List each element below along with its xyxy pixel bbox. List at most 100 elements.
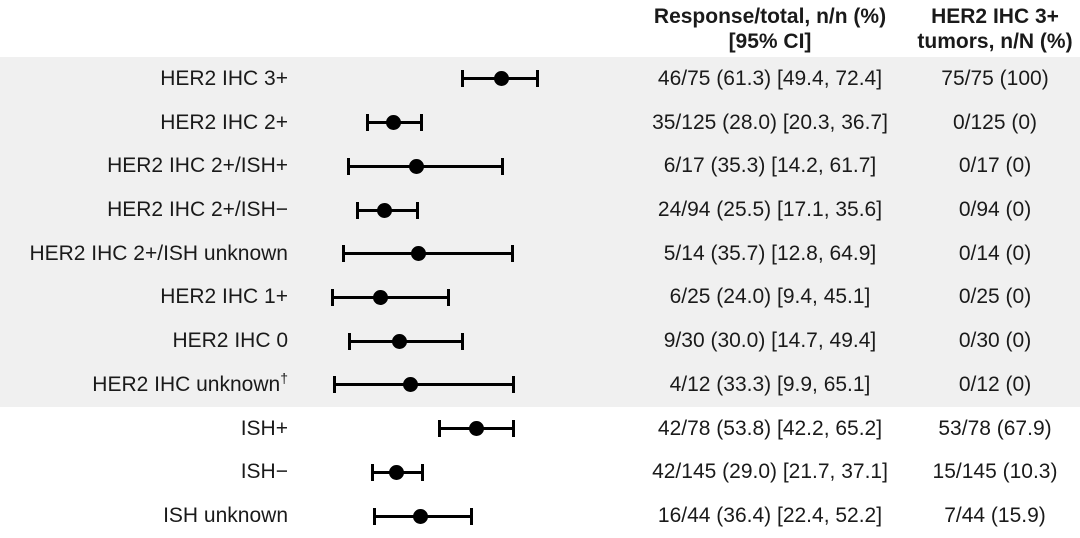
ci-cap-high bbox=[512, 420, 516, 438]
response-value: 24/94 (25.5) [17.1, 35.6] bbox=[657, 198, 883, 222]
response-value: 42/145 (29.0) [21.7, 37.1] bbox=[652, 460, 888, 484]
ci-cap-low bbox=[346, 157, 350, 175]
her2-tumors-value: 0/125 (0) bbox=[952, 110, 1038, 134]
response-value: 42/78 (53.8) [42.2, 65.2] bbox=[657, 416, 883, 440]
row-label-text: HER2 IHC 0 bbox=[172, 329, 288, 353]
ci-cap-low bbox=[373, 507, 377, 525]
table-row: HER2 IHC 2+/ISH unknown 5/14 (35.7) [12.… bbox=[0, 231, 1080, 276]
row-label: HER2 IHC 1+ bbox=[0, 285, 295, 309]
ci-plot-area bbox=[295, 188, 630, 232]
table-row: ISH− 42/145 (29.0) [21.7, 37.1] 15/145 (… bbox=[0, 450, 1080, 494]
table-row: HER2 IHC 2+/ISH+ 6/17 (35.3) [14.2, 61.7… bbox=[0, 144, 1080, 189]
ci-cap-low bbox=[348, 332, 352, 350]
table-row: HER2 IHC 3+ 46/75 (61.3) [49.4, 72.4] 75… bbox=[0, 57, 1080, 101]
column-header-her2-tumors: HER2 IHC 3+ tumors, n/N (%) bbox=[910, 4, 1080, 54]
point-estimate-dot-icon bbox=[377, 202, 393, 218]
table-row: HER2 IHC 2+ 35/125 (28.0) [20.3, 36.7] 0… bbox=[0, 100, 1080, 145]
her2-tumors-value: 0/94 (0) bbox=[958, 198, 1032, 222]
row-label: HER2 IHC 2+/ISH+ bbox=[0, 154, 295, 178]
ci-plot-area bbox=[295, 494, 630, 538]
response-value: 46/75 (61.3) [49.4, 72.4] bbox=[657, 66, 883, 90]
ci-cap-high bbox=[535, 70, 539, 88]
point-estimate-dot-icon bbox=[412, 508, 428, 524]
table-row: HER2 IHC unknown† 4/12 (33.3) [9.9, 65.1… bbox=[0, 363, 1080, 407]
her2-tumors-value: 53/78 (67.9) bbox=[938, 416, 1052, 440]
response-value: 9/30 (30.0) [14.7, 49.4] bbox=[663, 329, 877, 353]
response-value: 35/125 (28.0) [20.3, 36.7] bbox=[652, 110, 888, 134]
her2-tumors-value: 0/12 (0) bbox=[958, 372, 1032, 396]
row-label-text: ISH unknown bbox=[163, 504, 288, 528]
row-label-text: HER2 IHC 2+/ISH− bbox=[107, 198, 288, 222]
ci-plot-area bbox=[295, 407, 630, 451]
ci-cap-high bbox=[416, 201, 420, 219]
ci-plot-area bbox=[295, 363, 630, 407]
column-header-response-line1: Response/total, n/n (%) bbox=[653, 4, 887, 28]
table-row: ISH unknown 16/44 (36.4) [22.4, 52.2] 7/… bbox=[0, 494, 1080, 538]
row-label-text: HER2 IHC 2+/ISH unknown bbox=[29, 241, 288, 265]
row-label-text: HER2 IHC 2+/ISH+ bbox=[107, 154, 288, 178]
her2-tumors-value: 0/25 (0) bbox=[958, 285, 1032, 309]
ci-plot-area bbox=[295, 450, 630, 494]
ci-cap-low bbox=[371, 463, 375, 481]
row-label-text: HER2 IHC 2+ bbox=[160, 110, 288, 134]
point-estimate-dot-icon bbox=[409, 158, 425, 174]
column-header-response: Response/total, n/n (%) [95% CI] bbox=[630, 4, 910, 54]
point-estimate-dot-icon bbox=[469, 421, 485, 437]
ci-plot-area bbox=[295, 57, 630, 101]
ci-plot-area bbox=[295, 232, 630, 276]
row-label-dagger: † bbox=[280, 369, 288, 386]
row-label: ISH− bbox=[0, 460, 295, 484]
ci-cap-high bbox=[512, 376, 516, 394]
table-row: ISH+ 42/78 (53.8) [42.2, 65.2] 53/78 (67… bbox=[0, 407, 1080, 451]
column-header-response-line2: [95% CI] bbox=[728, 29, 812, 53]
row-label: HER2 IHC 0 bbox=[0, 329, 295, 353]
point-estimate-dot-icon bbox=[385, 115, 401, 131]
point-estimate-dot-icon bbox=[410, 246, 426, 262]
ci-cap-high bbox=[470, 507, 474, 525]
ci-cap-high bbox=[421, 463, 425, 481]
response-value: 5/14 (35.7) [12.8, 64.9] bbox=[663, 241, 877, 265]
ci-whisker-line bbox=[334, 383, 514, 387]
ci-whisker-line bbox=[343, 252, 513, 256]
ci-cap-low bbox=[461, 70, 465, 88]
response-value: 4/12 (33.3) [9.9, 65.1] bbox=[669, 372, 871, 396]
ci-plot-area bbox=[295, 101, 630, 145]
ci-plot-area bbox=[295, 144, 630, 188]
row-label-text: ISH+ bbox=[240, 416, 288, 440]
table-row: HER2 IHC 2+/ISH− 24/94 (25.5) [17.1, 35.… bbox=[0, 188, 1080, 232]
row-label: HER2 IHC 2+/ISH− bbox=[0, 198, 295, 222]
header-spacer-plot bbox=[295, 0, 630, 57]
table-row: HER2 IHC 0 9/30 (30.0) [14.7, 49.4] 0/30… bbox=[0, 319, 1080, 364]
her2-tumors-value: 15/145 (10.3) bbox=[932, 460, 1058, 484]
ci-cap-low bbox=[356, 201, 360, 219]
table-row: HER2 IHC 1+ 6/25 (24.0) [9.4, 45.1] 0/25… bbox=[0, 275, 1080, 320]
her2-tumors-value: 0/14 (0) bbox=[958, 241, 1032, 265]
ci-cap-low bbox=[437, 420, 441, 438]
row-label: HER2 IHC unknown† bbox=[0, 369, 295, 397]
row-label-text: HER2 IHC 3+ bbox=[160, 66, 288, 90]
ci-cap-high bbox=[461, 332, 465, 350]
point-estimate-dot-icon bbox=[372, 289, 388, 305]
point-estimate-dot-icon bbox=[493, 71, 509, 87]
ci-cap-low bbox=[331, 288, 335, 306]
column-header-her2-line1: HER2 IHC 3+ bbox=[931, 4, 1059, 28]
her2-tumors-value: 0/17 (0) bbox=[958, 154, 1032, 178]
point-estimate-dot-icon bbox=[388, 464, 404, 480]
point-estimate-dot-icon bbox=[392, 333, 407, 349]
ci-whisker-line bbox=[332, 295, 449, 299]
ci-cap-low bbox=[366, 114, 370, 132]
ci-cap-high bbox=[447, 288, 451, 306]
response-value: 6/17 (35.3) [14.2, 61.7] bbox=[663, 154, 877, 178]
rows-container: HER2 IHC 3+ 46/75 (61.3) [49.4, 72.4] 75… bbox=[0, 57, 1080, 538]
row-label-text: ISH− bbox=[240, 460, 288, 484]
ci-cap-low bbox=[332, 376, 336, 394]
response-value: 16/44 (36.4) [22.4, 52.2] bbox=[657, 504, 883, 528]
point-estimate-dot-icon bbox=[402, 377, 418, 393]
ci-cap-high bbox=[501, 157, 505, 175]
ci-cap-high bbox=[511, 245, 515, 263]
row-label-text: HER2 IHC 1+ bbox=[160, 285, 288, 309]
row-label: HER2 IHC 2+/ISH unknown bbox=[0, 242, 295, 266]
row-label: ISH+ bbox=[0, 417, 295, 441]
column-header-her2-line2: tumors, n/N (%) bbox=[917, 29, 1073, 53]
